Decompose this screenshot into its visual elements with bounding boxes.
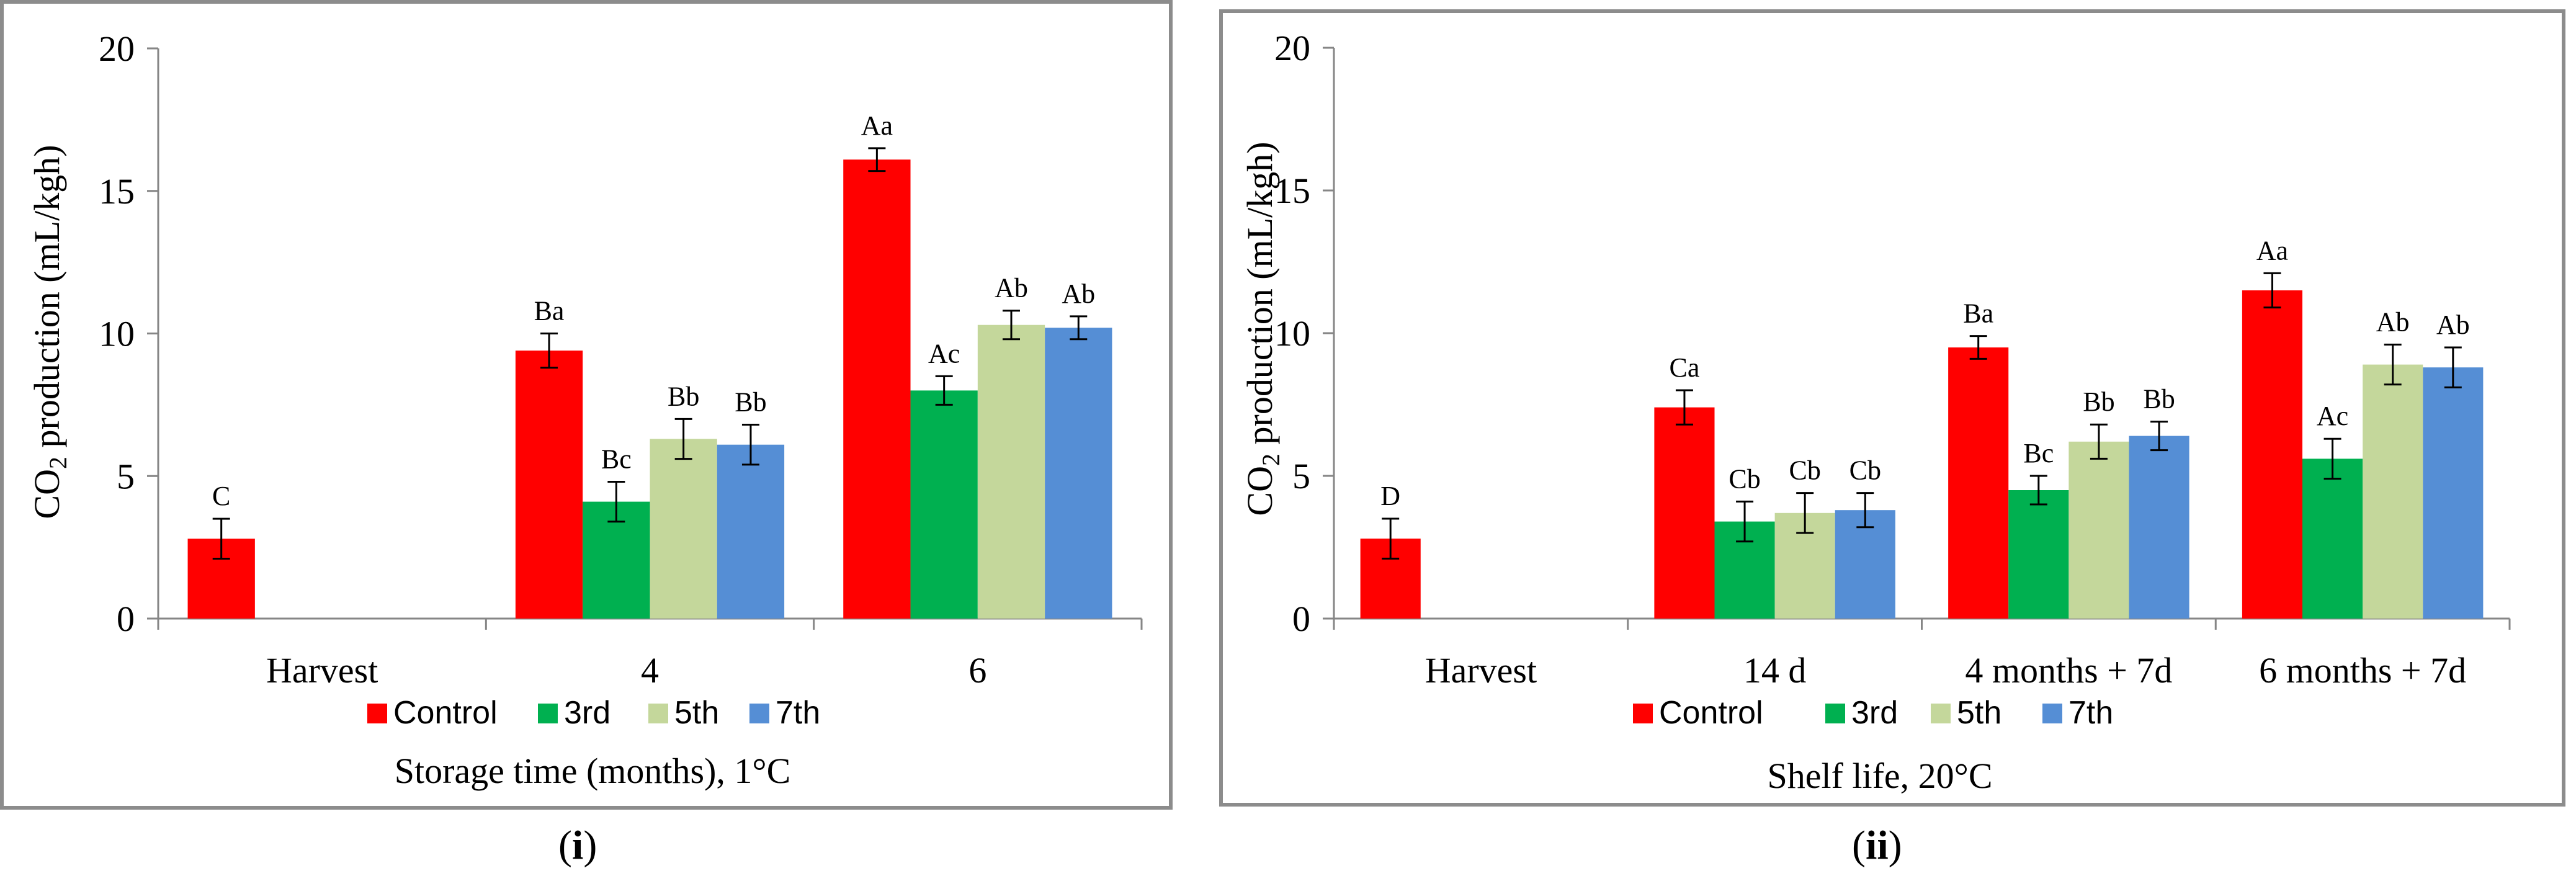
y-tick-label: 0 [117, 599, 135, 639]
x-axis-title: Storage time (months), 1°C [395, 751, 791, 791]
legend-label: 5th [674, 695, 719, 731]
x-tick-label: 4 [641, 650, 659, 691]
y-axis-title: CO2 production (mL/kgh) [1240, 141, 1285, 516]
significance-label: Ab [1062, 279, 1095, 309]
significance-label: Cb [1849, 455, 1881, 486]
significance-label: Ab [2376, 306, 2410, 337]
caption-close: ) [583, 823, 597, 868]
y-tick-label: 5 [1292, 456, 1310, 496]
significance-label: Bb [2083, 387, 2114, 417]
caption-close: ) [1888, 823, 1902, 868]
legend-swatch-3rd [1825, 704, 1845, 723]
bar-5th [2363, 364, 2423, 619]
y-tick-label: 10 [1274, 313, 1310, 354]
significance-label: Ba [1963, 298, 1993, 329]
significance-label: Aa [2256, 235, 2288, 266]
caption-label: ii [1865, 823, 1889, 868]
x-tick-label: Harvest [266, 650, 378, 691]
bar-7th [1835, 510, 1895, 619]
legend-swatch-7th [2042, 704, 2062, 723]
legend-swatch-5th [1931, 704, 1951, 723]
legend-label: 3rd [1851, 695, 1898, 731]
significance-label: Cb [1789, 455, 1821, 486]
x-tick-label: 6 [968, 650, 986, 691]
panel-frame-ii [1219, 9, 2565, 807]
bar-control [515, 351, 583, 619]
significance-label: Ab [2436, 310, 2470, 340]
y-tick-label: 15 [99, 171, 135, 212]
legend-swatch-5th [648, 704, 668, 723]
x-tick-label: 4 months + 7d [1965, 650, 2172, 691]
legend-label: 7th [776, 695, 820, 731]
y-axis-title: CO2 production (mL/kgh) [27, 145, 72, 519]
chart-storage-time: 0 5 10 15 20 Harvest 4 6 CO2 production (mL/kgh)… [27, 29, 1143, 791]
bar-control [2242, 290, 2303, 619]
chart-shelf-life: 0 5 10 15 20 Harvest 14 d 4 months + 7d 6 months… [1240, 28, 2511, 796]
significance-label: Ca [1670, 352, 1700, 383]
bar-3rd [2302, 458, 2363, 619]
bar-7th [2423, 367, 2484, 619]
bar-control [1654, 407, 1715, 619]
significance-label: Cb [1729, 463, 1760, 494]
bar-5th [977, 324, 1045, 619]
caption-open: ( [558, 823, 572, 868]
significance-label: Ac [2317, 401, 2348, 431]
significance-label: D [1380, 481, 1400, 511]
legend-label: 5th [1957, 695, 2001, 731]
legend-label: Control [1659, 695, 1763, 731]
y-tick-label: 20 [1274, 28, 1310, 68]
legend-swatch-control [367, 704, 387, 723]
legend-label: Control [393, 695, 498, 731]
bar-7th [1045, 328, 1112, 619]
bar-7th [2129, 436, 2189, 619]
bar-3rd [910, 390, 978, 619]
y-tick-label: 20 [99, 29, 135, 69]
significance-label: Bb [2143, 384, 2175, 414]
significance-label: Ba [534, 296, 565, 326]
significance-label: Ab [995, 273, 1028, 303]
bar-5th [2068, 441, 2129, 619]
x-axis-title: Shelf life, 20°C [1767, 756, 1992, 796]
y-tick-label: 15 [1274, 171, 1310, 211]
significance-label: C [212, 481, 230, 511]
bar-control [843, 159, 911, 619]
significance-label: Bb [735, 387, 766, 418]
bar-7th [717, 444, 785, 619]
caption-i: (i) [558, 822, 597, 869]
y-tick-label: 0 [1292, 599, 1310, 639]
x-tick-label: 14 d [1743, 650, 1807, 691]
caption-open: ( [1852, 823, 1866, 868]
significance-label: Ac [928, 338, 960, 369]
x-tick-label: 6 months + 7d [2259, 650, 2466, 691]
legend-swatch-3rd [538, 704, 558, 723]
legend-label: 3rd [564, 695, 610, 731]
y-tick-label: 5 [117, 456, 135, 496]
bar-control [1948, 347, 2009, 619]
legend-swatch-7th [749, 704, 769, 723]
y-tick-label: 10 [99, 314, 135, 354]
significance-label: Bc [2023, 438, 2054, 468]
panel-frame-i [0, 0, 1173, 810]
legend-label: 7th [2068, 695, 2113, 731]
bar-3rd [2008, 490, 2069, 619]
legend-swatch-control [1633, 704, 1653, 723]
caption-ii: (ii) [1852, 822, 1902, 869]
significance-label: Aa [861, 110, 893, 141]
significance-label: Bc [601, 444, 632, 474]
significance-label: Bb [668, 381, 699, 411]
caption-label: i [571, 823, 584, 868]
x-tick-label: Harvest [1425, 650, 1537, 691]
bar-5th [650, 439, 717, 619]
